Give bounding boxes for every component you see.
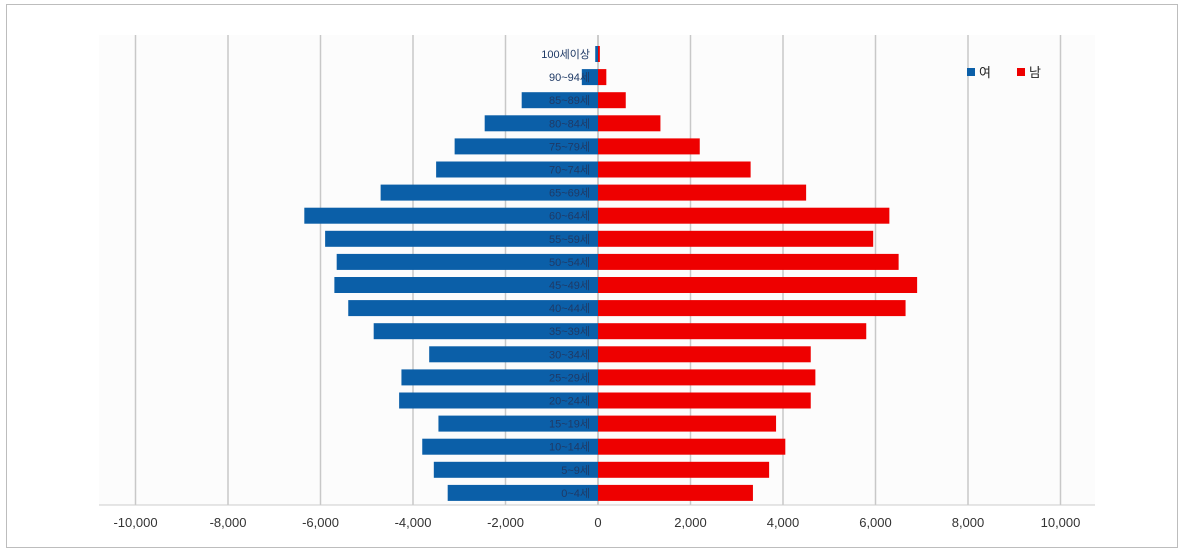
category-label: 20~24세	[549, 395, 590, 408]
x-tick-label: 2,000	[674, 515, 707, 530]
category-label: 0~4세	[561, 487, 590, 500]
bars	[304, 46, 918, 501]
bar-남	[484, 115, 598, 132]
bar-여	[598, 438, 786, 455]
x-tick-label: 4,000	[767, 515, 800, 530]
bar-여	[598, 461, 770, 478]
category-label: 100세이상	[541, 48, 590, 61]
category-label: 25~29세	[549, 371, 590, 384]
x-tick-label: -2,000	[487, 515, 524, 530]
bar-남	[521, 92, 598, 109]
category-label: 30~34세	[549, 348, 590, 361]
legend-label: 남	[1029, 65, 1041, 80]
legend: 남여	[967, 65, 1041, 80]
category-label: 65~69세	[549, 187, 590, 200]
category-label: 15~19세	[549, 418, 590, 431]
bar-여	[598, 46, 600, 62]
bar-남	[325, 230, 598, 247]
x-tick-label: 6,000	[859, 515, 892, 530]
legend-swatch	[967, 68, 975, 76]
category-label: 10~14세	[549, 441, 590, 454]
x-tick-label: -4,000	[395, 515, 432, 530]
category-label: 60~64세	[549, 210, 590, 223]
bar-여	[598, 323, 867, 340]
bar-여	[598, 277, 918, 293]
category-label: 40~44세	[549, 302, 590, 315]
bar-남	[380, 184, 598, 201]
bar-여	[598, 184, 807, 201]
bar-여	[598, 115, 661, 132]
bar-남	[433, 461, 598, 478]
category-label: 70~74세	[549, 164, 590, 177]
category-label: 75~79세	[549, 140, 590, 153]
bar-남	[454, 138, 598, 155]
category-label: 80~84세	[549, 117, 590, 130]
x-tick-label: -10,000	[113, 515, 157, 530]
bar-남	[436, 161, 598, 178]
bar-남	[304, 207, 598, 224]
x-tick-label: -8,000	[210, 515, 247, 530]
bar-남	[422, 438, 598, 455]
bar-남	[334, 277, 598, 293]
bar-여	[598, 69, 607, 86]
category-label: 55~59세	[549, 233, 590, 246]
legend-swatch	[1017, 68, 1025, 76]
bar-여	[598, 253, 899, 270]
chart-frame: 100세이상 90~94세 85~89세 80~84세 75~79세 70~74세 65~6…	[6, 4, 1178, 548]
category-label: 35~39세	[549, 325, 590, 338]
bar-남	[429, 346, 598, 363]
category-label: 5~9세	[561, 464, 590, 477]
bar-남	[399, 392, 598, 409]
bar-남	[401, 369, 598, 386]
bar-남	[438, 415, 598, 432]
legend-label: 여	[979, 65, 991, 80]
bar-여	[598, 230, 874, 247]
bar-남	[595, 46, 598, 62]
category-label: 45~49세	[549, 279, 590, 292]
bar-남	[447, 484, 598, 501]
population-pyramid-chart: 100세이상 90~94세 85~89세 80~84세 75~79세 70~74세 65~6…	[99, 35, 1095, 530]
bar-남	[348, 300, 598, 317]
bar-여	[598, 346, 811, 363]
bar-남	[581, 69, 598, 86]
bar-여	[598, 369, 816, 386]
bar-여	[598, 161, 751, 178]
bar-남	[336, 253, 598, 270]
bar-여	[598, 300, 906, 317]
bar-여	[598, 392, 811, 409]
bar-여	[598, 138, 700, 155]
category-labels: 100세이상 90~94세 85~89세 80~84세 75~79세 70~74세 65~6…	[541, 48, 590, 500]
gridlines	[99, 35, 1095, 506]
x-tick-label: 8,000	[952, 515, 985, 530]
category-label: 85~89세	[549, 94, 590, 107]
bar-여	[598, 484, 753, 501]
bar-여	[598, 92, 626, 109]
category-label: 90~94세	[549, 71, 590, 84]
category-label: 50~54세	[549, 256, 590, 269]
bar-남	[373, 323, 598, 340]
bar-여	[598, 415, 777, 432]
x-tick-label: 0	[594, 515, 601, 530]
bar-여	[598, 207, 890, 224]
x-tick-label: -6,000	[302, 515, 339, 530]
x-tick-label: 10,000	[1041, 515, 1081, 530]
x-axis-ticks: -10,000 -8,000 -6,000 -4,000 -2,000 0 2,000 4,0…	[113, 515, 1080, 530]
